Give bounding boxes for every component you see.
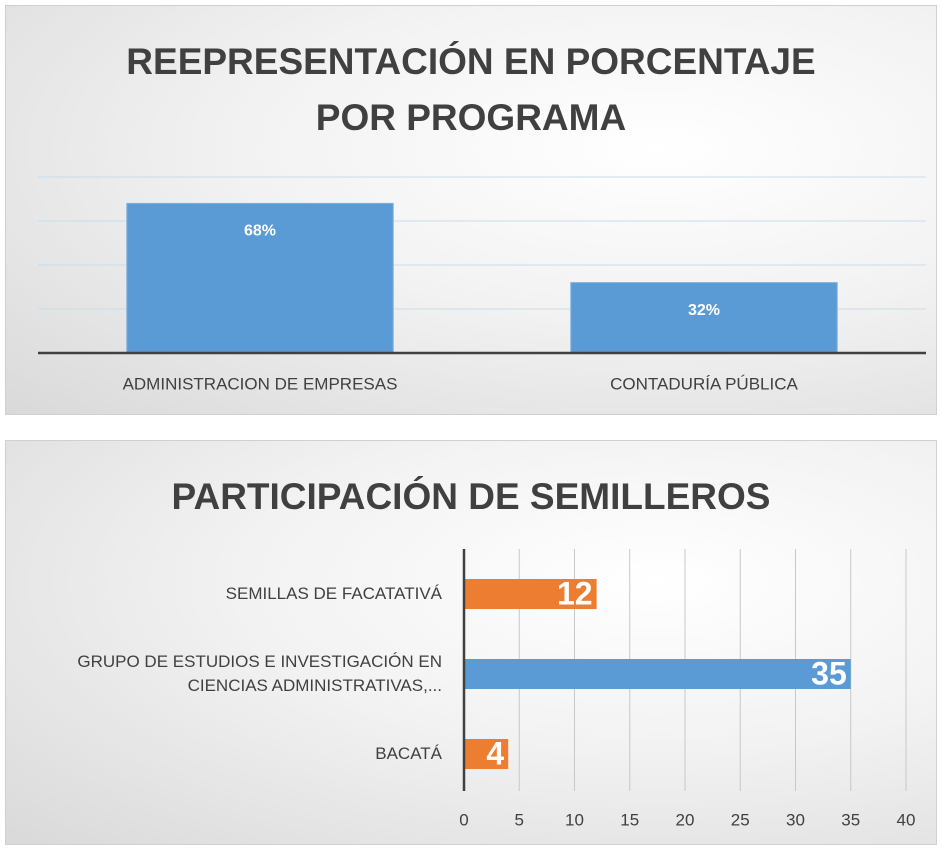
bar	[464, 579, 597, 609]
x-tick-label: 10	[565, 810, 584, 829]
bar	[126, 202, 394, 354]
chart: 68% ADMINISTRACION DE EMPRESAS 32% CONTADUR…	[38, 176, 926, 393]
x-tick-label: ADMINISTRACION DE EMPRESAS	[123, 374, 398, 393]
x-tick-label: CONTADURÍA PÚBLICA	[610, 374, 798, 393]
bar	[464, 659, 851, 689]
bar	[570, 282, 838, 354]
x-tick-label: 25	[731, 810, 750, 829]
y-tick-label: GRUPO DE ESTUDIOS E INVESTIGACIÓN EN CIE…	[77, 652, 442, 695]
x-tick-label: 40	[897, 810, 916, 829]
data-label: 35	[811, 655, 847, 691]
y-tick-label: BACATÁ	[375, 744, 442, 763]
chart-title: PARTICIPACIÓN DE SEMILLEROS	[171, 476, 771, 517]
chart-title: REEPRESENTACIÓN EN PORCENTAJE POR PROGRA…	[126, 41, 816, 138]
chart-panel: 68% ADMINISTRACION DE EMPRESAS 32% CONTADUR…	[5, 5, 937, 415]
x-tick-label: 20	[676, 810, 695, 829]
y-tick-label: SEMILLAS DE FACATATIVÁ	[225, 584, 442, 603]
x-tick-label: 5	[515, 810, 524, 829]
x-tick-label: 30	[786, 810, 805, 829]
bar	[464, 739, 509, 769]
x-tick-label: 0	[459, 810, 468, 829]
data-label: 32%	[688, 302, 720, 319]
data-label: 68%	[244, 223, 276, 240]
data-label: 12	[557, 575, 593, 611]
chart: 0 5 10 15 20 25 30 35 40 12 35 4	[459, 549, 916, 829]
x-tick-label: 15	[620, 810, 639, 829]
x-tick-label: 35	[841, 810, 860, 829]
chart-panel: 0 5 10 15 20 25 30 35 40 12 35 4 PARTICIPACIÓN DE S…	[5, 440, 937, 845]
data-label: 4	[486, 735, 504, 771]
